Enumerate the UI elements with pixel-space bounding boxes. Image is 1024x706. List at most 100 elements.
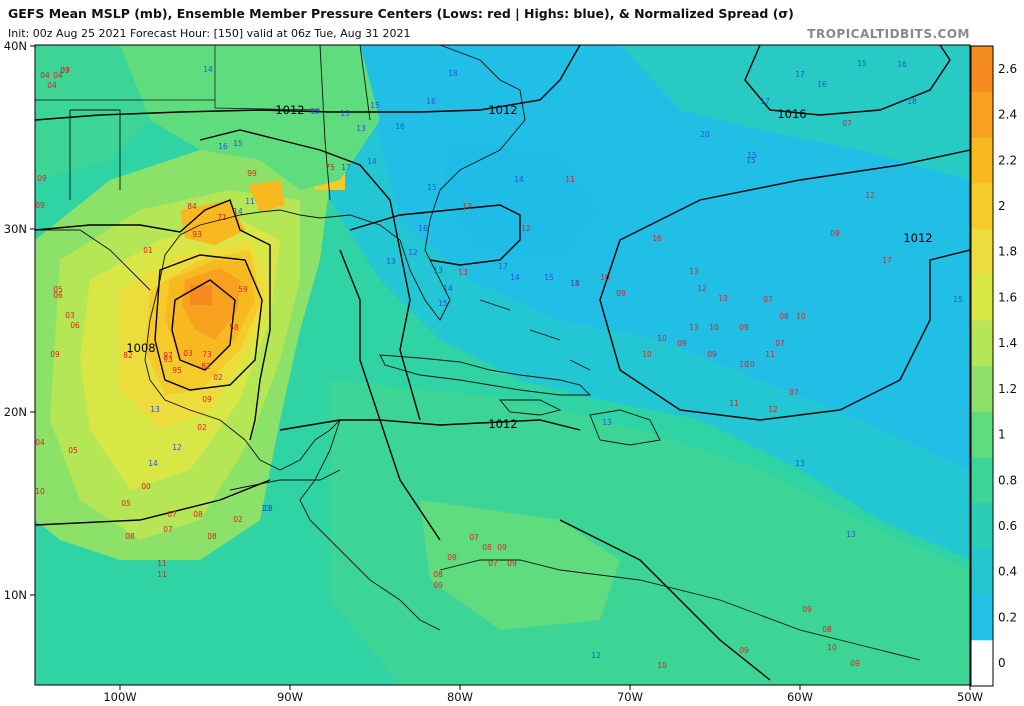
low-center: 12: [521, 224, 531, 233]
isobar-label: 1016: [777, 107, 806, 121]
low-center: 09: [202, 395, 212, 404]
low-center: 07: [163, 525, 173, 534]
low-center: 09: [447, 553, 457, 562]
lat-label: 10N: [4, 588, 27, 602]
spread-field: [35, 45, 970, 685]
low-center: 13: [458, 268, 468, 277]
low-center: 08: [779, 312, 789, 321]
colorbar-label: 0.8: [998, 473, 1017, 487]
colorbar-label: 0.4: [998, 565, 1017, 579]
low-center: 09: [677, 339, 687, 348]
low-center: 73: [202, 350, 212, 359]
low-center: 09: [507, 559, 517, 568]
low-center: 11: [765, 350, 775, 359]
coastlines: [35, 45, 921, 661]
high-center: 15: [544, 273, 554, 282]
high-center: 13: [433, 266, 443, 275]
low-center: 10: [642, 350, 652, 359]
high-center: 16: [218, 142, 228, 151]
low-center: 07: [167, 510, 177, 519]
low-center: 13: [689, 323, 699, 332]
high-center: 14: [233, 207, 243, 216]
low-center: 09: [60, 66, 70, 75]
high-center: 18: [448, 69, 458, 78]
low-center: 84: [187, 202, 197, 211]
high-center: 13: [261, 504, 271, 513]
colorbar-frame: [970, 45, 994, 687]
low-center: 09: [739, 646, 749, 655]
low-center: 97: [163, 351, 173, 360]
low-center: 10: [709, 323, 719, 332]
colorbar-swatch: [971, 46, 993, 93]
high-center: 13: [356, 124, 366, 133]
low-center: 93: [192, 230, 202, 239]
high-center: 14: [367, 157, 377, 166]
low-center: 04: [53, 71, 63, 80]
low-center: 82: [123, 351, 133, 360]
low-center: 12: [697, 284, 707, 293]
low-center: 08: [482, 543, 492, 552]
high-center: 16: [897, 60, 907, 69]
colorbar-label: 2: [998, 199, 1006, 213]
low-center: 11: [157, 559, 167, 568]
low-center: 09: [35, 201, 45, 210]
colorbar-label: 0: [998, 656, 1006, 670]
high-center: 14: [514, 175, 524, 184]
low-center: 09: [850, 659, 860, 668]
low-center: 02: [197, 423, 207, 432]
high-center: 17: [795, 70, 805, 79]
low-center: 02: [233, 515, 243, 524]
low-center: 82: [201, 362, 211, 371]
high-center: 13: [386, 257, 396, 266]
high-center: 12: [172, 443, 182, 452]
low-center: 13: [462, 202, 472, 211]
high-center: 15: [370, 101, 380, 110]
high-center: 14: [203, 65, 213, 74]
colorbar-swatch: [971, 366, 993, 413]
colorbar-label: 2.6: [998, 62, 1017, 76]
low-center: 16: [652, 234, 662, 243]
low-center: 08: [822, 625, 832, 634]
low-center: 07: [842, 119, 852, 128]
low-center: 75: [325, 163, 335, 172]
colorbar-swatch: [971, 137, 993, 184]
low-center: 13: [718, 294, 728, 303]
low-center: 04: [40, 71, 50, 80]
low-center: 08: [207, 532, 217, 541]
high-center: 20: [700, 130, 710, 139]
low-center: 09: [616, 289, 626, 298]
low-center: 02: [213, 373, 223, 382]
low-center: 11: [157, 570, 167, 579]
high-center: 15: [438, 299, 448, 308]
low-center: 09: [802, 605, 812, 614]
colorbar-swatch: [971, 228, 993, 276]
lon-label: 60W: [787, 690, 813, 704]
isobar-label: 1008: [126, 341, 155, 355]
high-center: 14: [443, 284, 453, 293]
lon-label: 50W: [957, 690, 983, 704]
isobar-label: 1012: [488, 103, 517, 117]
low-center: 11: [729, 399, 739, 408]
credit-text: TROPICALTIDBITS.COM: [807, 27, 970, 41]
high-center: 16: [395, 122, 405, 131]
colorbar-swatch: [971, 457, 993, 504]
colorbar-swatch: [971, 183, 993, 230]
high-center: 13: [263, 504, 273, 513]
low-center: 09: [37, 174, 47, 183]
colorbar-label: 1.6: [998, 290, 1017, 304]
low-center: 07: [469, 533, 479, 542]
colorbar-label: 0.2: [998, 610, 1017, 624]
high-center: 15: [953, 295, 963, 304]
low-center: 04: [47, 81, 57, 90]
lon-label: 80W: [447, 690, 473, 704]
colorbar-label: 0.6: [998, 519, 1017, 533]
low-center: 09: [707, 350, 717, 359]
lon-label: 90W: [277, 690, 303, 704]
high-center: 15: [746, 156, 756, 165]
low-center: 01: [143, 246, 153, 255]
low-center: 10: [657, 661, 667, 670]
lat-label: 30N: [4, 222, 27, 236]
low-center: 07: [60, 66, 70, 75]
colorbar-label: 2.2: [998, 153, 1017, 167]
isobar-label: 1012: [275, 103, 304, 117]
